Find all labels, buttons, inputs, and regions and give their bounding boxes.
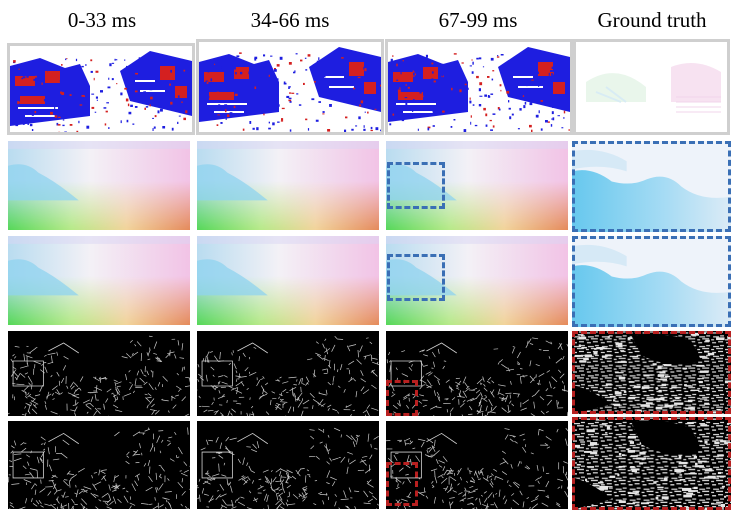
edge-highlight-box-row2 [386,462,418,506]
flow-zoom-border-row1 [572,141,731,232]
flow-zoom-ground-truth-row2 [572,236,731,327]
edge-map-row2-0-33ms [8,421,190,509]
edge-zoom-ground-truth-row2 [572,417,731,510]
flow-zoom-border-row2 [572,236,731,327]
edge-map-row1-34-66ms [197,331,379,416]
edge-zoom-border-row1 [572,331,731,414]
flow-row1-0-33ms [8,141,190,230]
flow-highlight-box-row1 [387,162,445,209]
event-frame-67-99ms [385,39,573,135]
event-frame-0-33ms [7,43,195,135]
flow-zoom-ground-truth-row1 [572,141,731,232]
column-title-67-99ms: 67-99 ms [438,8,518,32]
flow-row1-67-99ms [386,141,568,230]
edge-highlight-box-row1 [386,380,418,416]
edge-map-row1-0-33ms [8,331,190,416]
edge-zoom-border-row2 [572,417,731,510]
flow-row2-0-33ms [8,236,190,325]
column-title-ground-truth: Ground truth [597,8,707,32]
flow-row2-67-99ms [386,236,568,325]
flow-row1-34-66ms [197,141,379,230]
flow-highlight-box-row2 [387,254,445,301]
column-title-0-33ms: 0-33 ms [67,8,137,32]
event-frame-ground-truth [573,39,730,135]
edge-map-row2-34-66ms [197,421,379,509]
column-title-34-66ms: 34-66 ms [250,8,330,32]
edge-zoom-ground-truth-row1 [572,331,731,414]
flow-row2-34-66ms [197,236,379,325]
event-frame-34-66ms [196,39,384,135]
